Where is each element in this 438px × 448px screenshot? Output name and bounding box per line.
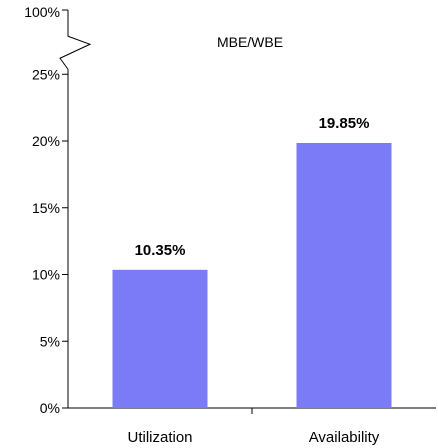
chart-title: MBE/WBE — [217, 34, 283, 50]
x-tick-label: Utilization — [127, 429, 192, 446]
data-label: 19.85% — [319, 115, 370, 132]
y-tick-label: 25% — [32, 66, 60, 82]
y-tick-label: 15% — [32, 200, 60, 216]
x-axis: Utilization Availability — [62, 407, 436, 446]
y-tick-label: 10% — [32, 267, 60, 283]
labels: 10.35% 19.85% — [135, 115, 370, 259]
y-tick-label: 20% — [32, 133, 60, 149]
y-tick-label-top: 100% — [24, 4, 60, 20]
y-tick-label: 0% — [40, 400, 60, 416]
bar — [112, 269, 208, 408]
y-axis: 0% 5% 10% 15% 20% 25% 100% — [24, 4, 92, 416]
x-tick-label: Availability — [309, 429, 380, 446]
data-label: 10.35% — [135, 242, 186, 259]
bars — [112, 143, 392, 408]
bar — [296, 143, 392, 408]
y-tick-label: 5% — [40, 333, 60, 349]
y-axis-break — [59, 10, 92, 70]
